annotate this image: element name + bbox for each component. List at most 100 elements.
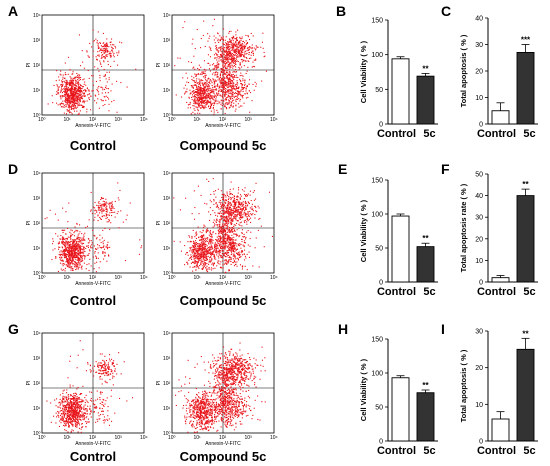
- data-dot: [241, 66, 243, 68]
- data-dot: [124, 260, 126, 262]
- data-dot: [107, 88, 109, 90]
- data-dot: [225, 222, 227, 224]
- data-dot: [105, 85, 107, 87]
- data-dot: [228, 235, 230, 237]
- data-dot: [66, 238, 68, 240]
- data-dot: [68, 249, 70, 251]
- data-dot: [209, 233, 211, 235]
- data-dot: [80, 96, 82, 98]
- data-dot: [200, 96, 202, 98]
- data-dot: [193, 100, 195, 102]
- y-axis-title: PI: [156, 63, 162, 68]
- data-dot: [72, 88, 74, 90]
- data-dot: [109, 207, 111, 209]
- data-dot: [234, 206, 236, 208]
- data-dot: [220, 206, 222, 208]
- data-dot: [206, 252, 208, 254]
- data-dot: [207, 86, 209, 88]
- data-dot: [72, 81, 74, 83]
- data-dot: [76, 259, 78, 261]
- data-dot: [77, 252, 79, 254]
- data-dot: [204, 89, 206, 91]
- data-dot: [210, 96, 212, 98]
- data-dot: [101, 215, 103, 217]
- data-dot: [83, 238, 85, 240]
- data-dot: [81, 50, 83, 52]
- data-dot: [223, 193, 225, 195]
- data-dot: [229, 188, 231, 190]
- data-dot: [197, 88, 199, 90]
- data-dot: [210, 267, 212, 269]
- data-dot: [196, 261, 198, 263]
- data-dot: [200, 247, 202, 249]
- data-dot: [238, 187, 240, 189]
- data-dot: [225, 252, 227, 254]
- data-dot: [233, 217, 235, 219]
- data-dot: [80, 90, 82, 92]
- data-dot: [67, 81, 69, 83]
- data-dot: [213, 199, 215, 201]
- data-dot: [223, 242, 225, 244]
- data-dot: [109, 205, 111, 207]
- data-dot: [227, 96, 229, 98]
- data-dot: [61, 82, 63, 84]
- data-dot: [224, 252, 226, 254]
- data-dot: [104, 227, 106, 229]
- data-dot: [223, 49, 225, 51]
- data-dot: [229, 193, 231, 195]
- data-dot: [200, 73, 202, 75]
- y-tick-label: 10⁰: [33, 271, 41, 277]
- data-dot: [59, 246, 61, 248]
- data-dot: [201, 99, 203, 101]
- data-dot: [247, 66, 249, 68]
- data-dot: [230, 213, 232, 215]
- y-tick-label: 10³: [163, 38, 171, 44]
- data-dot: [86, 245, 88, 247]
- data-dot: [111, 49, 113, 51]
- data-dot: [99, 42, 101, 44]
- data-dot: [222, 39, 224, 41]
- data-dot: [242, 201, 244, 203]
- data-dot: [72, 98, 74, 100]
- data-dot: [234, 205, 236, 207]
- data-dot: [224, 55, 226, 57]
- data-dot: [72, 257, 74, 259]
- data-dot: [239, 254, 241, 256]
- data-dot: [228, 238, 230, 240]
- data-dot: [77, 76, 79, 78]
- data-dot: [235, 216, 237, 218]
- data-dot: [80, 104, 82, 106]
- data-dot: [79, 86, 81, 88]
- data-dot: [230, 219, 232, 221]
- data-dot: [52, 240, 54, 242]
- data-dot: [244, 60, 246, 62]
- data-dot: [219, 222, 221, 224]
- data-dot: [217, 243, 219, 245]
- data-dot: [98, 47, 100, 49]
- data-dot: [204, 242, 206, 244]
- data-dot: [234, 58, 236, 60]
- data-dot: [227, 210, 229, 212]
- data-dot: [103, 203, 105, 205]
- data-dot: [220, 261, 222, 263]
- data-dot: [230, 222, 232, 224]
- data-dot: [238, 52, 240, 54]
- data-dot: [71, 79, 73, 81]
- data-dot: [202, 80, 204, 82]
- data-dot: [69, 95, 71, 97]
- data-dot: [68, 95, 70, 97]
- data-dot: [108, 77, 110, 79]
- data-dot: [198, 89, 200, 91]
- data-dot: [82, 105, 84, 107]
- data-dot: [208, 68, 210, 70]
- data-dot: [195, 245, 197, 247]
- data-dot: [208, 88, 210, 90]
- data-dot: [66, 82, 68, 84]
- data-dot: [213, 262, 215, 264]
- data-dot: [214, 212, 216, 214]
- data-dot: [233, 261, 235, 263]
- data-dot: [59, 238, 61, 240]
- data-dot: [230, 238, 232, 240]
- data-dot: [69, 106, 71, 108]
- data-dot: [98, 267, 100, 269]
